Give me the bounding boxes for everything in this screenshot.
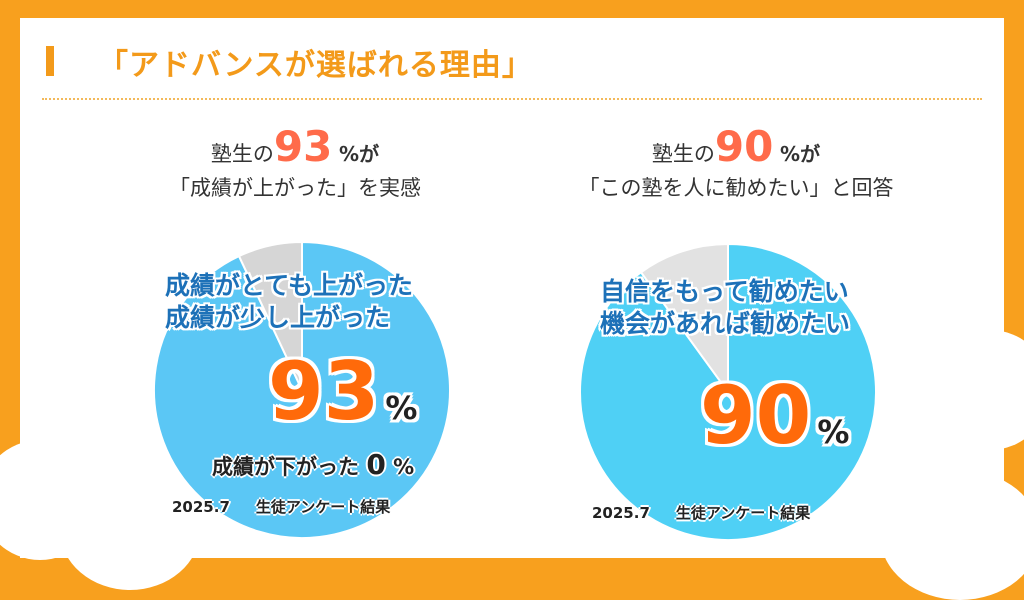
left-source-date: 2025.7	[172, 498, 230, 516]
left-headline-line1: 塾生の93 %が	[150, 126, 440, 171]
left-pie-value: 93%	[268, 352, 417, 432]
right-headline: 塾生の90 %が 「この塾を人に勧めたい」と回答	[556, 126, 916, 205]
left-pie-value-unit: %	[385, 389, 418, 427]
left-pie-label: 成績がとても上がった 成績が少し上がった	[165, 270, 413, 334]
left-pie-label-2: 成績が少し上がった	[165, 303, 391, 332]
left-headline-suffix: %が	[339, 142, 380, 166]
left-minor-label-unit: %	[393, 455, 415, 479]
right-pie-value-number: 90	[700, 369, 812, 462]
right-source: 2025.7 生徒アンケート結果	[592, 502, 810, 523]
left-pie-value-number: 93	[268, 345, 380, 438]
right-headline-prefix: 塾生の	[651, 142, 715, 166]
left-headline: 塾生の93 %が 「成績が上がった」を実感	[150, 126, 440, 205]
left-minor-label-number: 0	[366, 448, 386, 481]
pie-charts-svg	[153, 240, 877, 541]
right-pie-value: 90%	[700, 376, 849, 456]
left-headline-line2: 「成績が上がった」を実感	[169, 176, 421, 200]
right-headline-line2: 「この塾を人に勧めたい」と回答	[578, 176, 894, 200]
left-headline-number: 93	[273, 122, 333, 171]
right-source-label: 生徒アンケート結果	[675, 504, 811, 522]
left-pie-label-1: 成績がとても上がった	[165, 271, 414, 300]
left-headline-prefix: 塾生の	[210, 142, 274, 166]
title-accent-bar	[46, 46, 54, 76]
left-minor-label-text: 成績が下がった	[212, 455, 359, 479]
left-pie-slice-1	[237, 240, 303, 391]
left-source-label: 生徒アンケート結果	[255, 498, 391, 516]
right-pie-label: 自信をもって勧めたい 機会があれば勧めたい	[600, 276, 850, 340]
right-source-date: 2025.7	[592, 504, 650, 522]
title-divider	[42, 98, 982, 100]
right-pie-label-2: 機会があれば勧めたい	[600, 309, 851, 338]
right-pie-slice-1	[639, 242, 729, 396]
left-source: 2025.7 生徒アンケート結果	[172, 496, 390, 517]
page-title: 「アドバンスが選ばれる理由」	[98, 48, 533, 83]
right-pie-value-unit: %	[817, 413, 850, 451]
right-headline-line1: 塾生の90 %が	[556, 126, 916, 171]
right-headline-number: 90	[714, 122, 774, 171]
right-pie-label-1: 自信をもって勧めたい	[600, 277, 849, 306]
right-headline-suffix: %が	[780, 142, 821, 166]
left-minor-label: 成績が下がった 0 %	[212, 448, 414, 481]
